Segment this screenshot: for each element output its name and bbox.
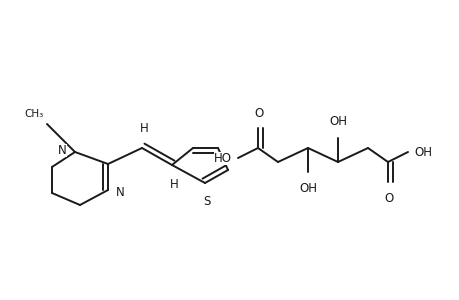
Text: O: O xyxy=(384,192,393,205)
Text: O: O xyxy=(254,107,263,120)
Text: H: H xyxy=(169,178,178,191)
Text: OH: OH xyxy=(298,182,316,195)
Text: OH: OH xyxy=(413,146,431,158)
Text: S: S xyxy=(203,195,210,208)
Text: OH: OH xyxy=(328,115,346,128)
Text: N: N xyxy=(116,185,124,199)
Text: H: H xyxy=(140,122,148,135)
Text: CH₃: CH₃ xyxy=(25,109,44,119)
Text: N: N xyxy=(58,143,67,157)
Text: HO: HO xyxy=(213,152,231,164)
